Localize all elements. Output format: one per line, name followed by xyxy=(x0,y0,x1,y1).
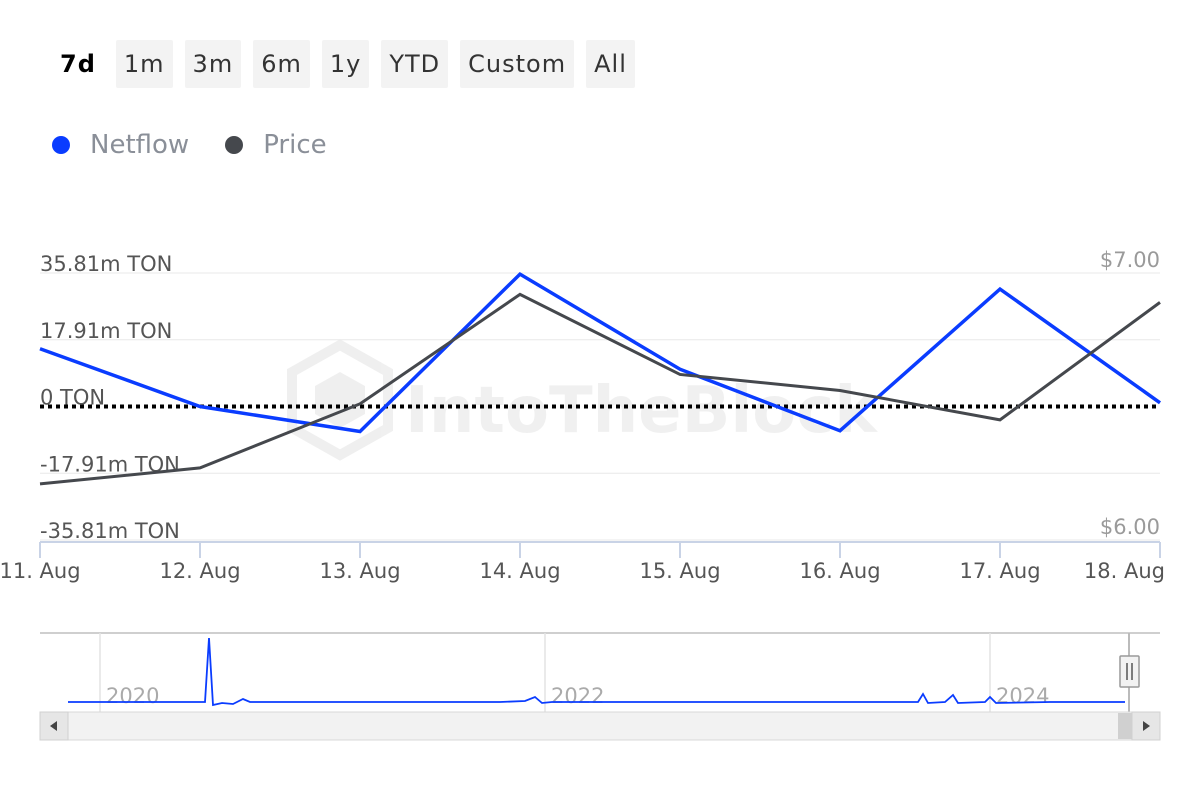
x-tick-label: 11. Aug xyxy=(0,559,81,583)
arrow-right-icon xyxy=(1143,721,1150,731)
y-right-tick-label: $6.00 xyxy=(1100,515,1160,539)
arrow-left-icon xyxy=(50,721,57,731)
range-button-1m[interactable]: 1m xyxy=(115,40,173,88)
navigator-year-label: 2020 xyxy=(106,684,159,708)
y-left-tick-label: -35.81m TON xyxy=(40,519,180,543)
watermark-text: IntoTheBlock xyxy=(405,374,878,448)
series xyxy=(39,271,1162,486)
scrollbar-track[interactable] xyxy=(39,711,1161,741)
watermark-logo-icon xyxy=(287,339,393,461)
range-button-ytd[interactable]: YTD xyxy=(381,40,449,88)
x-tick-label: 13. Aug xyxy=(319,559,400,583)
x-tick-label: 12. Aug xyxy=(159,559,240,583)
range-button-3m[interactable]: 3m xyxy=(184,40,242,88)
navigator-handle-body[interactable] xyxy=(1119,655,1140,688)
chart-legend: Netflow Price xyxy=(52,130,327,160)
navigator: 2020 2022 2024 xyxy=(39,632,1161,741)
watermark: IntoTheBlock xyxy=(287,339,878,461)
legend-label-price: Price xyxy=(263,130,327,160)
x-tick-label: 15. Aug xyxy=(639,559,720,583)
navigator-year-label: 2022 xyxy=(551,684,604,708)
y-right-tick-label: $7.00 xyxy=(1100,248,1160,272)
netflow-dot-icon xyxy=(52,136,70,154)
range-button-all[interactable]: All xyxy=(586,40,635,88)
navigator-year-label: 2024 xyxy=(996,684,1049,708)
navigator-handle[interactable] xyxy=(1119,655,1140,688)
legend-item-price[interactable]: Price xyxy=(225,130,327,160)
navigator-series-line xyxy=(68,637,1125,707)
x-axis: 11. Aug 12. Aug 13. Aug 14. Aug 15. Aug 16. A… xyxy=(0,541,1165,583)
price-dot-icon xyxy=(225,136,244,154)
scrollbar-thumb[interactable] xyxy=(1118,713,1132,739)
legend-item-netflow[interactable]: Netflow xyxy=(52,130,189,160)
x-tick-label: 17. Aug xyxy=(959,559,1040,583)
x-tick-label: 14. Aug xyxy=(479,559,560,583)
x-tick-label: 18. Aug xyxy=(1084,559,1165,583)
range-button-6m[interactable]: 6m xyxy=(253,40,310,88)
range-button-7d[interactable]: 7d xyxy=(60,50,96,78)
range-selector: 7d 1m 3m 6m 1y YTD Custom All xyxy=(52,40,635,88)
x-tick-label: 16. Aug xyxy=(799,559,880,583)
series-line-price xyxy=(39,292,1161,486)
series-line-netflow xyxy=(39,271,1162,434)
range-button-1y[interactable]: 1y xyxy=(321,40,370,88)
range-button-custom[interactable]: Custom xyxy=(460,40,575,88)
grid xyxy=(40,272,1160,541)
y-left-tick-label: 0 TON xyxy=(40,386,105,410)
y-left-tick-label: 17.91m TON xyxy=(40,319,172,343)
y-left-tick-label: 35.81m TON xyxy=(40,252,172,276)
legend-label-netflow: Netflow xyxy=(90,130,190,160)
y-axis-right: $7.00 $6.00 xyxy=(1100,248,1160,539)
